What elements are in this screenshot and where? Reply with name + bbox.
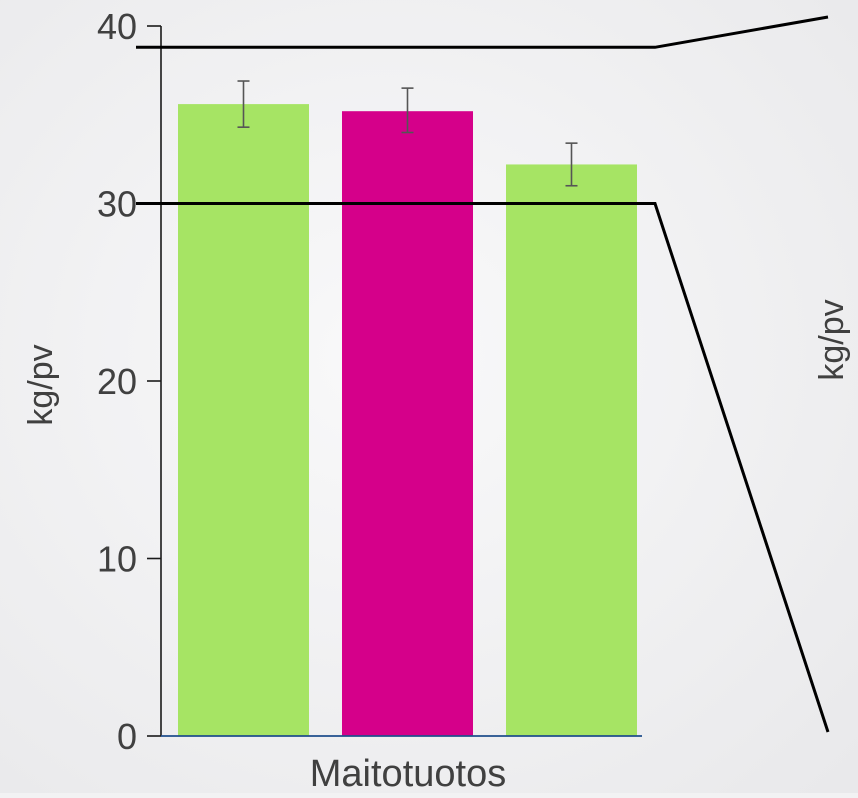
bar-2	[342, 111, 473, 736]
zoom-line-upper	[136, 15, 829, 49]
bar-1	[178, 104, 309, 737]
y-tick-label-30: 30	[97, 184, 137, 225]
y-tick-label-20: 20	[97, 361, 137, 402]
bar-3	[506, 164, 637, 736]
y-tick-label-0: 0	[117, 716, 137, 757]
x-axis-label: Maitotuotos	[310, 753, 506, 793]
error-bar-2	[401, 87, 414, 134]
right-y-axis-label: kg/pv	[813, 299, 851, 380]
y-tick-label-40: 40	[97, 6, 137, 47]
y-axis-label: kg/pv	[22, 344, 60, 425]
zoom-line-lower	[136, 202, 830, 733]
y-tick-label-10: 10	[97, 539, 137, 580]
error-bar-3	[565, 142, 578, 187]
error-bar-1	[237, 80, 250, 128]
